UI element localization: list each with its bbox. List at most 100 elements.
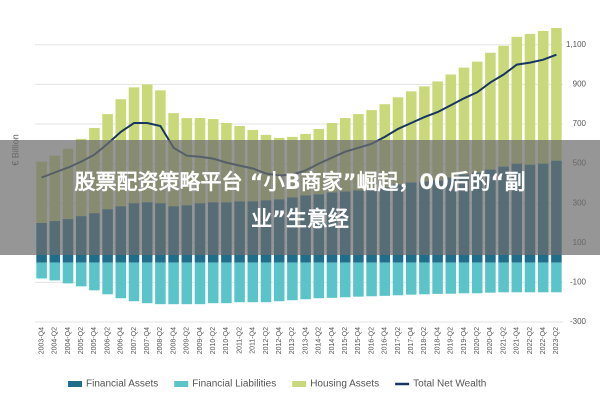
x-tick-label: 2008-Q4	[170, 327, 177, 354]
y-tick-label: -100	[570, 278, 587, 287]
bar	[432, 81, 443, 181]
bar	[366, 262, 377, 297]
legend-label: Total Net Wealth	[413, 379, 486, 390]
bar	[62, 262, 74, 284]
x-tick-label: 2019-Q4	[461, 327, 468, 354]
bar	[379, 262, 391, 296]
x-tick-label: 2016-Q2	[368, 327, 375, 354]
bar	[300, 262, 311, 300]
x-tick-label: 2010-Q4	[223, 327, 230, 354]
x-tick-label: 2006-Q2	[104, 327, 111, 354]
bar	[432, 262, 443, 294]
legend-marker	[292, 381, 307, 387]
bar	[273, 262, 285, 302]
legend-marker	[174, 381, 189, 387]
x-tick-label: 2008-Q2	[157, 327, 164, 354]
bar	[471, 262, 483, 294]
bar	[405, 91, 417, 183]
x-tick-label: 2007-Q2	[131, 327, 138, 354]
x-tick-label: 2017-Q2	[395, 327, 402, 354]
bar	[392, 262, 404, 296]
bar	[511, 262, 523, 293]
bar	[102, 262, 113, 295]
x-tick-label: 2021-Q2	[500, 327, 507, 354]
overlay-banner	[0, 140, 600, 255]
bar	[247, 262, 259, 303]
y-tick-label: -300	[570, 317, 587, 326]
x-tick-label: 2014-Q4	[329, 327, 336, 354]
x-tick-label: 2021-Q4	[514, 327, 521, 354]
bar	[75, 262, 87, 287]
overlay-text: 股票配资策略平台 “小B商家”崛起，00后的“副	[75, 170, 526, 194]
bar	[524, 33, 536, 165]
x-tick-label: 2015-Q2	[342, 327, 349, 354]
bar	[458, 262, 470, 294]
bar	[194, 262, 206, 305]
x-tick-label: 2006-Q4	[118, 327, 125, 354]
bar	[498, 45, 509, 167]
y-tick-label: 1,100	[566, 40, 587, 49]
bar	[313, 262, 325, 299]
bar	[511, 36, 523, 164]
x-tick-label: 2020-Q2	[474, 327, 481, 354]
x-tick-label: 2020-Q4	[487, 327, 494, 354]
x-tick-label: 2009-Q4	[197, 327, 204, 354]
legend-label: Financial Assets	[86, 379, 158, 390]
bar	[485, 52, 496, 170]
bar	[419, 86, 430, 182]
bar	[445, 262, 457, 294]
bar	[49, 262, 61, 281]
bar	[141, 262, 153, 304]
y-tick-label: 700	[573, 119, 587, 128]
x-tick-label: 2017-Q4	[408, 327, 415, 354]
x-tick-label: 2004-Q2	[52, 327, 59, 354]
x-tick-label: 2015-Q4	[355, 327, 362, 354]
x-tick-label: 2014-Q2	[316, 327, 323, 354]
x-tick-label: 2011-Q2	[236, 327, 243, 354]
bar	[115, 262, 127, 299]
bar	[498, 262, 509, 293]
bar	[551, 262, 562, 293]
bar	[551, 27, 562, 161]
bar	[471, 61, 483, 173]
x-tick-label: 2013-Q2	[289, 327, 296, 354]
bar	[155, 262, 166, 305]
overlay-text: 业”生意经	[251, 207, 349, 231]
x-tick-label: 2022-Q4	[540, 327, 547, 354]
bar	[168, 262, 179, 305]
x-tick-label: 2004-Q4	[65, 327, 72, 354]
bar	[221, 262, 232, 304]
x-tick-label: 2023-Q2	[553, 327, 560, 354]
x-tick-label: 2018-Q2	[421, 327, 428, 354]
legend-marker	[68, 381, 82, 387]
bar	[458, 67, 470, 175]
bar	[405, 262, 417, 295]
bar	[326, 262, 338, 298]
bar	[234, 262, 245, 303]
bar	[207, 262, 219, 304]
x-tick-label: 2012-Q4	[276, 327, 283, 354]
x-tick-label: 2005-Q2	[78, 327, 85, 354]
bar	[89, 262, 100, 291]
x-tick-label: 2012-Q2	[263, 327, 270, 354]
bar	[181, 262, 193, 305]
x-tick-label: 2022-Q2	[527, 327, 534, 354]
x-tick-label: 2019-Q2	[448, 327, 455, 354]
x-tick-label: 2007-Q4	[144, 327, 151, 354]
x-tick-label: 2009-Q2	[184, 327, 191, 354]
bar	[287, 262, 298, 301]
x-tick-label: 2013-Q4	[302, 327, 309, 354]
x-tick-label: 2005-Q4	[91, 327, 98, 354]
x-tick-label: 2010-Q2	[210, 327, 217, 354]
bar	[36, 262, 47, 279]
x-tick-label: 2016-Q4	[382, 327, 389, 354]
bar	[537, 262, 549, 293]
bar	[260, 262, 272, 303]
x-tick-label: 2011-Q4	[250, 327, 257, 354]
bar	[339, 262, 351, 298]
x-tick-label: 2003-Q4	[38, 327, 45, 354]
y-tick-label: 900	[573, 80, 587, 89]
bar	[419, 262, 430, 295]
bar	[524, 262, 536, 293]
